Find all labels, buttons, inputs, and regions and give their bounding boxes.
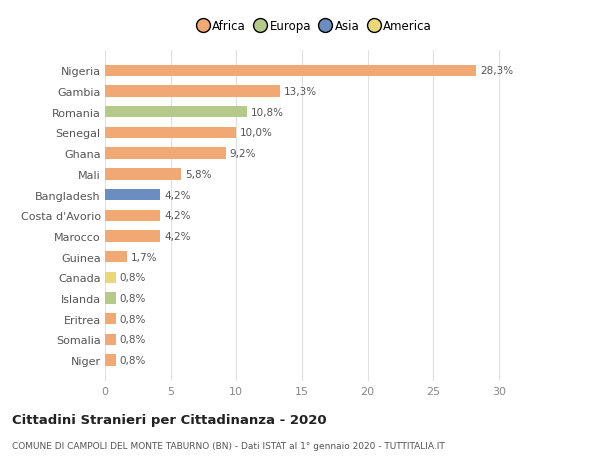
Bar [105,334,115,345]
Text: 4,2%: 4,2% [164,190,191,200]
Bar [105,252,127,263]
Bar [105,148,226,159]
Text: 1,7%: 1,7% [131,252,158,262]
Bar [105,313,115,325]
Text: 10,0%: 10,0% [240,128,273,138]
Bar [105,66,476,77]
Text: 10,8%: 10,8% [251,107,284,118]
Bar [105,169,181,180]
Bar [105,231,160,242]
Text: 9,2%: 9,2% [230,149,256,159]
Text: 0,8%: 0,8% [119,314,146,324]
Bar [105,190,160,201]
Text: 0,8%: 0,8% [119,273,146,283]
Bar [105,293,115,304]
Text: 13,3%: 13,3% [284,87,317,97]
Legend: Africa, Europa, Asia, America: Africa, Europa, Asia, America [194,17,436,37]
Text: 5,8%: 5,8% [185,169,212,179]
Bar [105,86,280,97]
Text: 0,8%: 0,8% [119,355,146,365]
Text: Cittadini Stranieri per Cittadinanza - 2020: Cittadini Stranieri per Cittadinanza - 2… [12,413,326,426]
Text: 4,2%: 4,2% [164,231,191,241]
Text: 0,8%: 0,8% [119,335,146,345]
Bar [105,128,236,139]
Bar [105,272,115,283]
Bar [105,210,160,221]
Text: COMUNE DI CAMPOLI DEL MONTE TABURNO (BN) - Dati ISTAT al 1° gennaio 2020 - TUTTI: COMUNE DI CAMPOLI DEL MONTE TABURNO (BN)… [12,441,445,450]
Bar [105,355,115,366]
Text: 28,3%: 28,3% [481,66,514,76]
Bar [105,107,247,118]
Text: 0,8%: 0,8% [119,293,146,303]
Text: 4,2%: 4,2% [164,211,191,221]
